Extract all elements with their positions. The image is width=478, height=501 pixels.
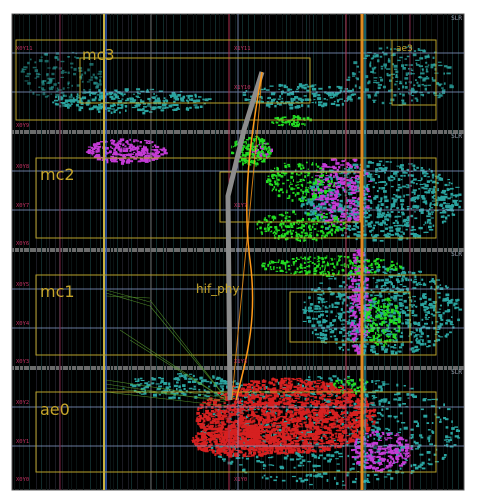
pblock-label-ae3[interactable]: ae3	[396, 44, 413, 54]
pblock-mc2-inner-outline	[219, 171, 361, 223]
clock-region-label: X0Y0	[16, 477, 29, 483]
slr-label: SLR	[451, 369, 462, 376]
clock-region-label: X0Y8	[16, 164, 29, 170]
pblock-mc1-inner-outline	[289, 291, 411, 343]
pblock-ae0-outline	[35, 391, 437, 473]
magenta-placement-layer	[85, 138, 413, 473]
clock-region-labels: X0Y11 X1Y11 X1Y10 X0Y9 X0Y8 X0Y7 X1Y7 X0…	[16, 46, 251, 483]
clock-region-label: X1Y3	[234, 359, 247, 365]
gray-route	[225, 71, 265, 401]
clock-region-label: X0Y4	[16, 321, 30, 327]
pblock-mc3-inner-outline	[79, 57, 311, 104]
clock-region-label: X0Y3	[16, 359, 29, 365]
clock-region-label: X0Y5	[16, 282, 29, 288]
pblock-labels: mc3 ae3 mc2 mc1 hif_phy ae0	[40, 44, 413, 419]
green-placement-layer	[231, 115, 403, 395]
clock-region-label: X0Y11	[16, 46, 33, 52]
clock-region-label: X0Y7	[16, 203, 29, 209]
clock-region-label: X1Y0	[234, 477, 247, 483]
fanout-nets	[105, 289, 227, 407]
column-markers	[59, 14, 411, 490]
pblock-ae3-outline	[391, 39, 437, 106]
slr-label: SLR	[451, 15, 462, 22]
slr-label: SLR	[451, 133, 462, 140]
clock-region-label: X0Y1	[16, 439, 29, 445]
pblock-label-hif-phy[interactable]: hif_phy	[196, 282, 240, 296]
clock-region-label: X1Y11	[234, 46, 251, 52]
slr-labels: SLR SLR SLR SLR	[451, 15, 462, 376]
clock-region-label: X0Y2	[16, 400, 29, 406]
orange-route	[235, 71, 263, 401]
red-placement-layer	[191, 377, 377, 458]
clock-region-label: X0Y9	[16, 123, 29, 129]
hif-phy-nets	[225, 71, 265, 401]
clock-region-label: X1Y7	[234, 203, 247, 209]
slr-label: SLR	[451, 251, 462, 258]
clock-region-label: X1Y10	[234, 85, 251, 91]
pblock-label-mc3[interactable]: mc3	[82, 46, 114, 64]
pblock-label-mc2[interactable]: mc2	[40, 165, 75, 184]
column-texture-layer	[14, 14, 459, 490]
pblock-label-ae0[interactable]: ae0	[40, 400, 70, 419]
pblock-label-mc1[interactable]: mc1	[40, 282, 75, 301]
clock-region-label: X0Y6	[16, 241, 29, 247]
